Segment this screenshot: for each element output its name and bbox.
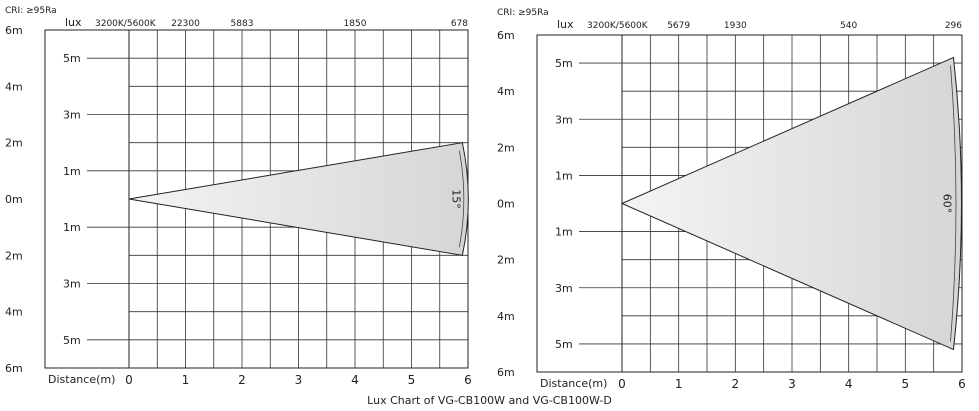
inner-tick-label: 3m <box>63 278 81 291</box>
lux-value-label: 1850 <box>344 19 367 29</box>
lux-unit-label: lux <box>557 18 574 31</box>
left-margin <box>538 36 622 371</box>
color-temp-label: 3200K/5600K <box>587 21 649 31</box>
inner-tick-label: 1m <box>63 165 81 178</box>
inner-tick-label: 5m <box>63 52 81 65</box>
inner-tick-label: 3m <box>555 113 573 126</box>
lux-value-label: 5679 <box>667 21 690 31</box>
color-temp-label: 3200K/5600K <box>95 19 157 29</box>
lux-value-label: 540 <box>840 21 857 31</box>
x-tick-label: 4 <box>351 373 359 387</box>
lux-value-label: 678 <box>451 19 468 29</box>
y-tick-label: 6m <box>5 24 23 37</box>
beam-end-arc <box>458 150 465 248</box>
x-tick-label: 6 <box>958 377 966 391</box>
y-tick-label: 6m <box>5 362 23 375</box>
x-tick-label: 5 <box>902 377 910 391</box>
beam-cone <box>128 142 469 256</box>
y-tick-label: 4m <box>497 85 515 98</box>
y-tick-label: 2m <box>497 254 515 267</box>
x-tick-label: 6 <box>464 373 472 387</box>
x-tick-label: 3 <box>788 377 796 391</box>
y-tick-label: 0m <box>497 198 515 211</box>
x-tick-label: 1 <box>675 377 683 391</box>
left-margin <box>46 31 129 367</box>
x-axis-title: Distance(m) <box>48 373 115 386</box>
y-tick-label: 6m <box>497 366 515 379</box>
y-tick-label: 0m <box>5 193 23 206</box>
y-tick-label: 4m <box>497 310 515 323</box>
x-axis-title: Distance(m) <box>540 377 607 390</box>
inner-tick-label: 5m <box>555 338 573 351</box>
y-tick-label: 2m <box>5 137 23 150</box>
lux-chart-15-degree: 5m 3m 1m 1m 3m 5m 6m 4m 2m 0m 2m 4m 6m 15° Distance(m)… <box>5 6 472 387</box>
inner-tick-label: 1m <box>555 226 573 239</box>
beam-cone <box>620 56 962 351</box>
y-tick-label: 6m <box>497 29 515 42</box>
x-tick-label: 0 <box>618 377 626 391</box>
inner-tick-label: 3m <box>63 109 81 122</box>
y-tick-label: 4m <box>5 306 23 319</box>
y-tick-label: 4m <box>5 80 23 93</box>
x-tick-label: 5 <box>408 373 416 387</box>
inner-tick-label: 5m <box>555 57 573 70</box>
figure-caption: Lux Chart of VG-CB100W and VG-CB100W-D <box>367 394 612 407</box>
x-tick-label: 3 <box>295 373 303 387</box>
lux-value-label: 22300 <box>171 19 200 29</box>
beam-end-arc <box>950 65 957 342</box>
beam-angle-label: 15° <box>449 189 462 209</box>
y-tick-label: 2m <box>5 249 23 262</box>
inner-tick-label: 1m <box>63 221 81 234</box>
y-tick-label: 2m <box>497 141 515 154</box>
lux-value-label: 5883 <box>231 19 254 29</box>
x-tick-label: 4 <box>845 377 853 391</box>
lux-unit-label: lux <box>65 16 82 29</box>
x-tick-label: 1 <box>182 373 190 387</box>
x-tick-label: 2 <box>732 377 740 391</box>
cri-label: CRI: ≥95Ra <box>497 8 549 18</box>
lux-value-label: 1930 <box>724 21 747 31</box>
inner-tick-label: 5m <box>63 334 81 347</box>
lux-chart-60-degree: 5m 3m 1m 1m 3m 5m 6m 4m 2m 0m 2m 4m 6m 60° Distance(m)… <box>497 8 966 391</box>
inner-tick-label: 1m <box>555 169 573 182</box>
beam-angle-label: 60° <box>941 194 954 214</box>
x-tick-label: 0 <box>125 373 133 387</box>
cri-label: CRI: ≥95Ra <box>5 6 57 16</box>
x-tick-label: 2 <box>238 373 246 387</box>
inner-tick-label: 3m <box>555 282 573 295</box>
lux-value-label: 296 <box>945 21 962 31</box>
